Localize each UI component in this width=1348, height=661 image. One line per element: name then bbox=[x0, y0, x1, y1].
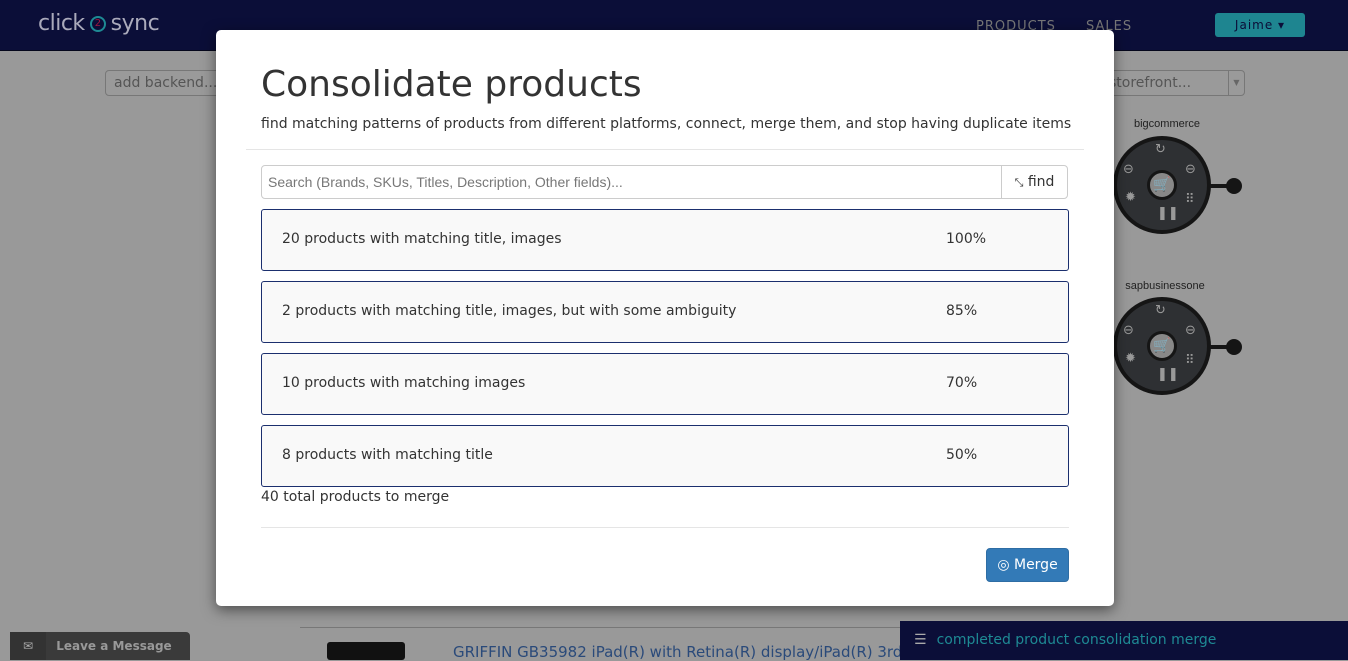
compress-icon: ⤡ bbox=[1014, 176, 1024, 189]
storefront-select[interactable]: storefront... ▼ bbox=[1100, 70, 1245, 96]
widget-label: sapbusinessone bbox=[1125, 280, 1205, 292]
match-label: 20 products with matching title, images bbox=[282, 231, 562, 247]
export-icon: ⊖ bbox=[1123, 323, 1134, 338]
product-link[interactable]: GRIFFIN GB35982 iPad(R) with Retina(R) d… bbox=[453, 643, 919, 661]
match-row[interactable]: 20 products with matching title, images 1… bbox=[261, 209, 1069, 271]
leave-message-label: Leave a Message bbox=[56, 639, 172, 653]
widget-label: bigcommerce bbox=[1133, 118, 1201, 130]
import-icon: ⊖ bbox=[1185, 323, 1196, 338]
product-thumbnail[interactable] bbox=[327, 642, 405, 660]
consolidate-modal: Consolidate products find matching patte… bbox=[216, 30, 1114, 606]
match-row[interactable]: 2 products with matching title, images, … bbox=[261, 281, 1069, 343]
gear-icon: ✹ bbox=[1125, 190, 1136, 205]
merge-button[interactable]: ◎ Merge bbox=[986, 548, 1069, 582]
match-row[interactable]: 10 products with matching images 70% bbox=[261, 353, 1069, 415]
import-icon: ⊖ bbox=[1185, 162, 1196, 177]
logo-text: sync bbox=[110, 11, 160, 36]
storefront-value: storefront... bbox=[1109, 75, 1192, 91]
cart-icon: 🛒 bbox=[1147, 331, 1177, 361]
logo-mark: 2 bbox=[89, 15, 106, 32]
server-icon: ☰ bbox=[914, 632, 927, 648]
user-menu-button[interactable]: Jaime ▾ bbox=[1215, 13, 1305, 37]
search-input[interactable]: Search (Brands, SKUs, Titles, Descriptio… bbox=[261, 165, 1002, 199]
pause-icon: ❚❚ bbox=[1157, 367, 1179, 382]
divider bbox=[261, 527, 1069, 528]
sapbusinessone-dial[interactable]: ↻ ⊖ ⊖ ✹ ⠿ ❚❚ 🛒 bbox=[1113, 297, 1211, 395]
merge-label: Merge bbox=[1013, 557, 1058, 573]
notification-toast: ☰ completed product consolidation merge bbox=[900, 621, 1348, 660]
logo[interactable]: click 2 sync bbox=[38, 11, 160, 36]
connector-line bbox=[1207, 345, 1231, 349]
match-percent: 85% bbox=[946, 303, 978, 319]
match-percent: 50% bbox=[946, 447, 978, 463]
cart-icon: 🛒 bbox=[1147, 170, 1177, 200]
chart-icon: ⠿ bbox=[1185, 192, 1195, 207]
refresh-icon: ↻ bbox=[1155, 303, 1166, 318]
bigcommerce-dial[interactable]: ↻ ⊖ ⊖ ✹ ⠿ ❚❚ 🛒 bbox=[1113, 136, 1211, 234]
match-row[interactable]: 8 products with matching title 50% bbox=[261, 425, 1069, 487]
pause-icon: ❚❚ bbox=[1157, 206, 1179, 221]
divider bbox=[300, 627, 900, 628]
widget-sapbusinessone[interactable]: sapbusinessone bbox=[1110, 280, 1210, 292]
gear-icon: ✹ bbox=[1125, 351, 1136, 366]
connector-node[interactable] bbox=[1226, 339, 1242, 355]
export-icon: ⊖ bbox=[1123, 162, 1134, 177]
match-label: 10 products with matching images bbox=[282, 375, 526, 391]
match-label: 8 products with matching title bbox=[282, 447, 493, 463]
target-icon: ◎ bbox=[997, 557, 1010, 573]
refresh-icon: ↻ bbox=[1155, 142, 1166, 157]
match-label: 2 products with matching title, images, … bbox=[282, 303, 737, 319]
connector-node[interactable] bbox=[1226, 178, 1242, 194]
connector-line bbox=[1207, 184, 1231, 188]
widget-bigcommerce[interactable]: bigcommerce bbox=[1110, 118, 1210, 130]
logo-text: click bbox=[38, 11, 85, 36]
total-count: 40 total products to merge bbox=[261, 489, 450, 505]
envelope-icon: ✉ bbox=[10, 632, 46, 660]
match-percent: 100% bbox=[946, 231, 987, 247]
leave-message-tab[interactable]: ✉ Leave a Message bbox=[10, 632, 190, 660]
chart-icon: ⠿ bbox=[1185, 353, 1195, 368]
modal-title: Consolidate products bbox=[261, 64, 642, 105]
chevron-down-icon: ▼ bbox=[1228, 71, 1244, 95]
toast-message: completed product consolidation merge bbox=[936, 632, 1217, 648]
divider bbox=[246, 149, 1084, 150]
modal-subtitle: find matching patterns of products from … bbox=[261, 116, 1072, 132]
find-button[interactable]: ⤡ find bbox=[1001, 165, 1068, 199]
add-backend-select[interactable]: add backend... bbox=[105, 70, 225, 96]
find-label: find bbox=[1027, 174, 1055, 190]
match-percent: 70% bbox=[946, 375, 978, 391]
